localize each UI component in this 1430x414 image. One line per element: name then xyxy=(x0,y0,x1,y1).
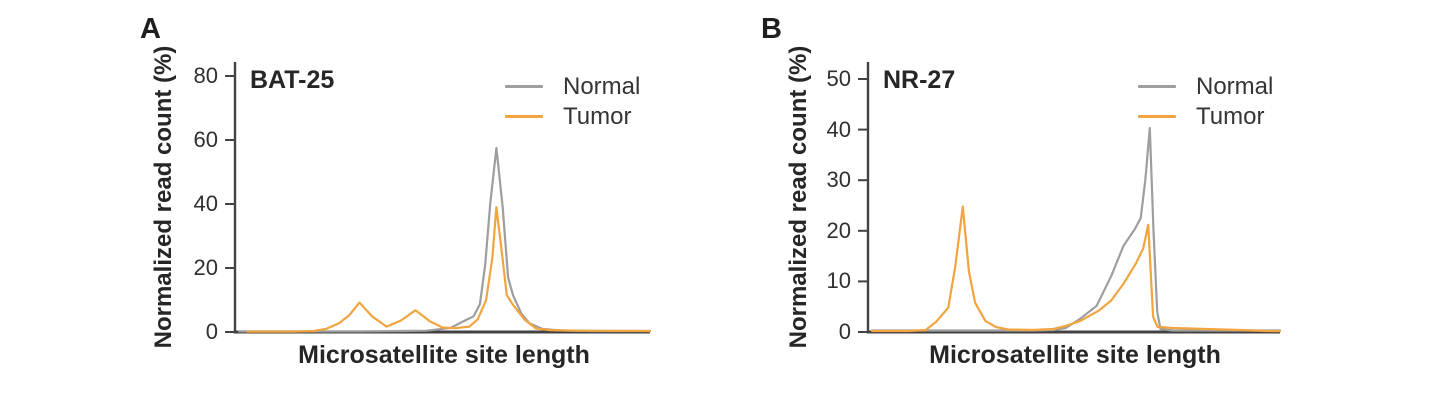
normal-line-swatch xyxy=(505,85,543,88)
y-tick-label: 10 xyxy=(826,268,851,294)
normal-line xyxy=(871,127,1282,332)
legend-item-tumor: Tumor xyxy=(1138,102,1273,131)
legend-item-normal: Normal xyxy=(505,72,640,101)
legend-label-normal: Normal xyxy=(1196,73,1274,100)
tumor-line xyxy=(246,206,652,333)
y-tick-label: 40 xyxy=(826,116,851,142)
legend-label-normal: Normal xyxy=(563,73,641,100)
panel-bat25: A Normalized read count (%) BAT-25 Norma… xyxy=(140,13,652,369)
panel-label-a: A xyxy=(140,13,161,45)
panel-nr27: B Normalized read count (%) NR-27 Normal… xyxy=(715,0,1430,414)
tumor-line xyxy=(871,205,1282,333)
legend-label-tumor: Tumor xyxy=(563,103,632,130)
y-tick-label: 20 xyxy=(193,255,218,280)
chart-title-bat25: BAT-25 xyxy=(250,66,335,94)
y-tick-label: 50 xyxy=(826,66,851,91)
legend: Normal Tumor xyxy=(1138,72,1273,131)
y-tick-label: 20 xyxy=(826,217,851,243)
legend-item-tumor: Tumor xyxy=(505,102,640,131)
y-tick-label: 0 xyxy=(205,319,218,344)
tumor-line-swatch xyxy=(505,115,543,118)
plot-area-nr27 xyxy=(858,62,1282,334)
y-tick-label: 60 xyxy=(193,127,218,152)
x-axis-title: Microsatellite site length xyxy=(929,341,1221,369)
legend-item-normal: Normal xyxy=(1138,72,1273,101)
y-tick-label: 80 xyxy=(193,63,218,88)
legend: Normal Tumor xyxy=(505,72,640,131)
legend-label-tumor: Tumor xyxy=(1196,103,1265,130)
panel-label-b: B xyxy=(761,13,782,45)
normal-line-swatch xyxy=(1138,85,1176,88)
tumor-line-swatch xyxy=(1138,115,1176,118)
plot-area-bat25 xyxy=(225,62,652,334)
y-tick-label: 40 xyxy=(193,191,218,216)
x-axis-title: Microsatellite site length xyxy=(298,341,590,369)
normal-line xyxy=(238,146,652,333)
y-tick-label: 0 xyxy=(838,319,851,344)
y-tick-label: 30 xyxy=(826,167,851,193)
chart-title-nr27: NR-27 xyxy=(883,66,956,94)
